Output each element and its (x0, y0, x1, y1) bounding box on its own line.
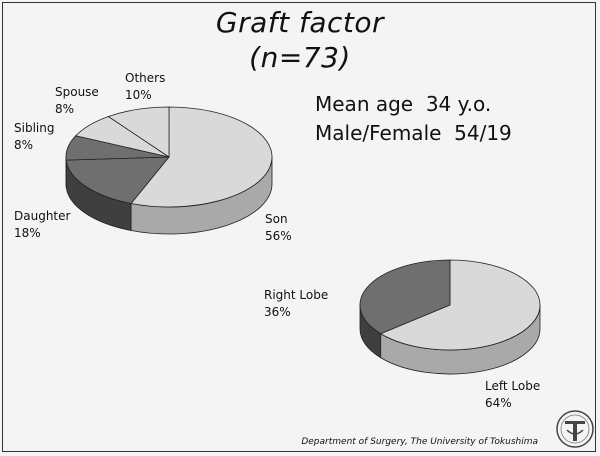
relationship-pie (65, 106, 273, 235)
slice-son (130, 106, 273, 208)
slice-label-son: Son 56% (265, 212, 292, 243)
chart-subtitle: (n=73) (249, 41, 351, 74)
slice-label-daughter: Daughter 18% (14, 209, 71, 240)
chart-title: Graft factor (215, 6, 385, 39)
slice-label-sibling: Sibling 8% (14, 121, 55, 152)
slice-label-right-lobe: Right Lobe 36% (264, 288, 329, 319)
slice-label-others: Others 10% (125, 71, 166, 102)
lobe-pie (359, 259, 541, 375)
slice-others (107, 106, 170, 158)
slice-label-spouse: Spouse 8% (55, 85, 99, 116)
university-seal (556, 410, 594, 448)
slice-daughter (65, 156, 170, 204)
slice-label-left-lobe: Left Lobe 64% (485, 379, 541, 410)
slice-left-lobe (379, 259, 541, 351)
slide-border (2, 2, 596, 452)
sex-ratio-text: Male/Female 54/19 (315, 121, 512, 145)
slice-right-lobe (359, 259, 451, 335)
mean-age-text: Mean age 34 y.o. (315, 92, 492, 116)
footer-credit: Department of Surgery, The University of… (301, 437, 538, 447)
